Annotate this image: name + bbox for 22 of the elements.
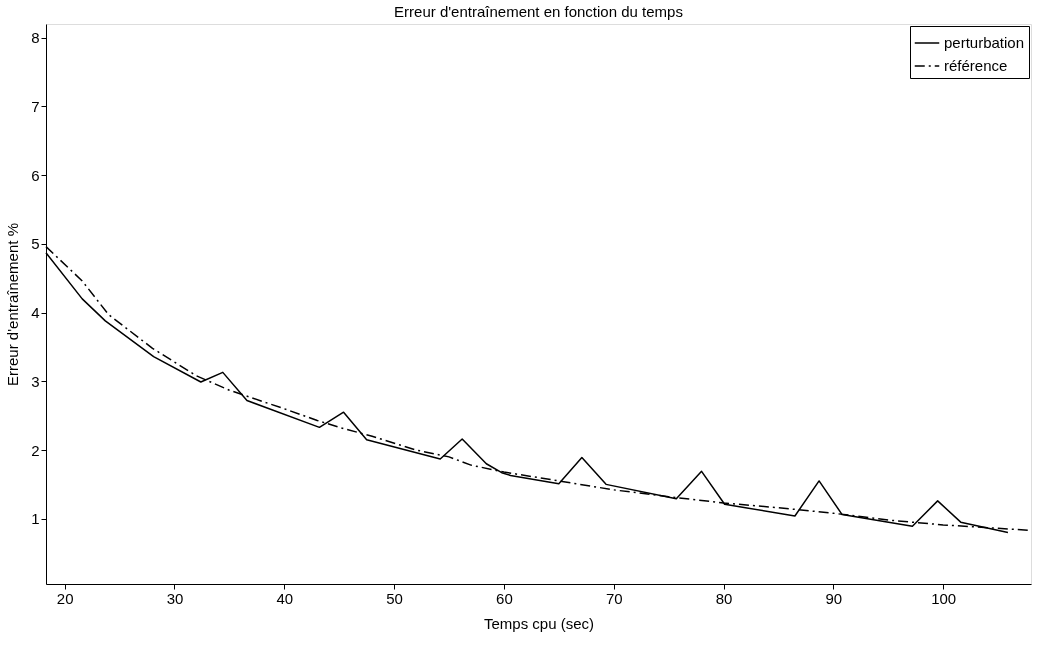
legend-label: perturbation [944, 34, 1025, 51]
x-tick-label: 90 [825, 589, 843, 607]
y-tick-label: 7 [31, 97, 40, 115]
y-tick-label: 8 [31, 29, 40, 47]
x-tick-label: 70 [605, 589, 623, 607]
y-tick-label: 1 [31, 510, 40, 528]
y-tick-label: 6 [31, 166, 40, 184]
x-tick-label: 30 [166, 589, 184, 607]
x-tick-label: 40 [276, 589, 294, 607]
y-axis-title: Erreur d'entraînement % [4, 223, 22, 386]
x-tick-label: 60 [496, 589, 513, 607]
legend-label: référence [944, 57, 1008, 74]
x-tick-label: 100 [931, 589, 957, 607]
x-tick-label: 20 [56, 589, 74, 607]
y-tick-label: 2 [31, 441, 40, 459]
x-tick-label: 50 [386, 589, 403, 607]
x-axis-title: Temps cpu (sec) [483, 614, 595, 632]
y-tick-label: 5 [31, 235, 40, 253]
y-tick-label: 4 [31, 304, 40, 322]
y-tick-label: 3 [31, 372, 40, 390]
chart-title: Erreur d'entraînement en fonction du temps [394, 3, 683, 20]
x-tick-label: 80 [715, 589, 733, 607]
